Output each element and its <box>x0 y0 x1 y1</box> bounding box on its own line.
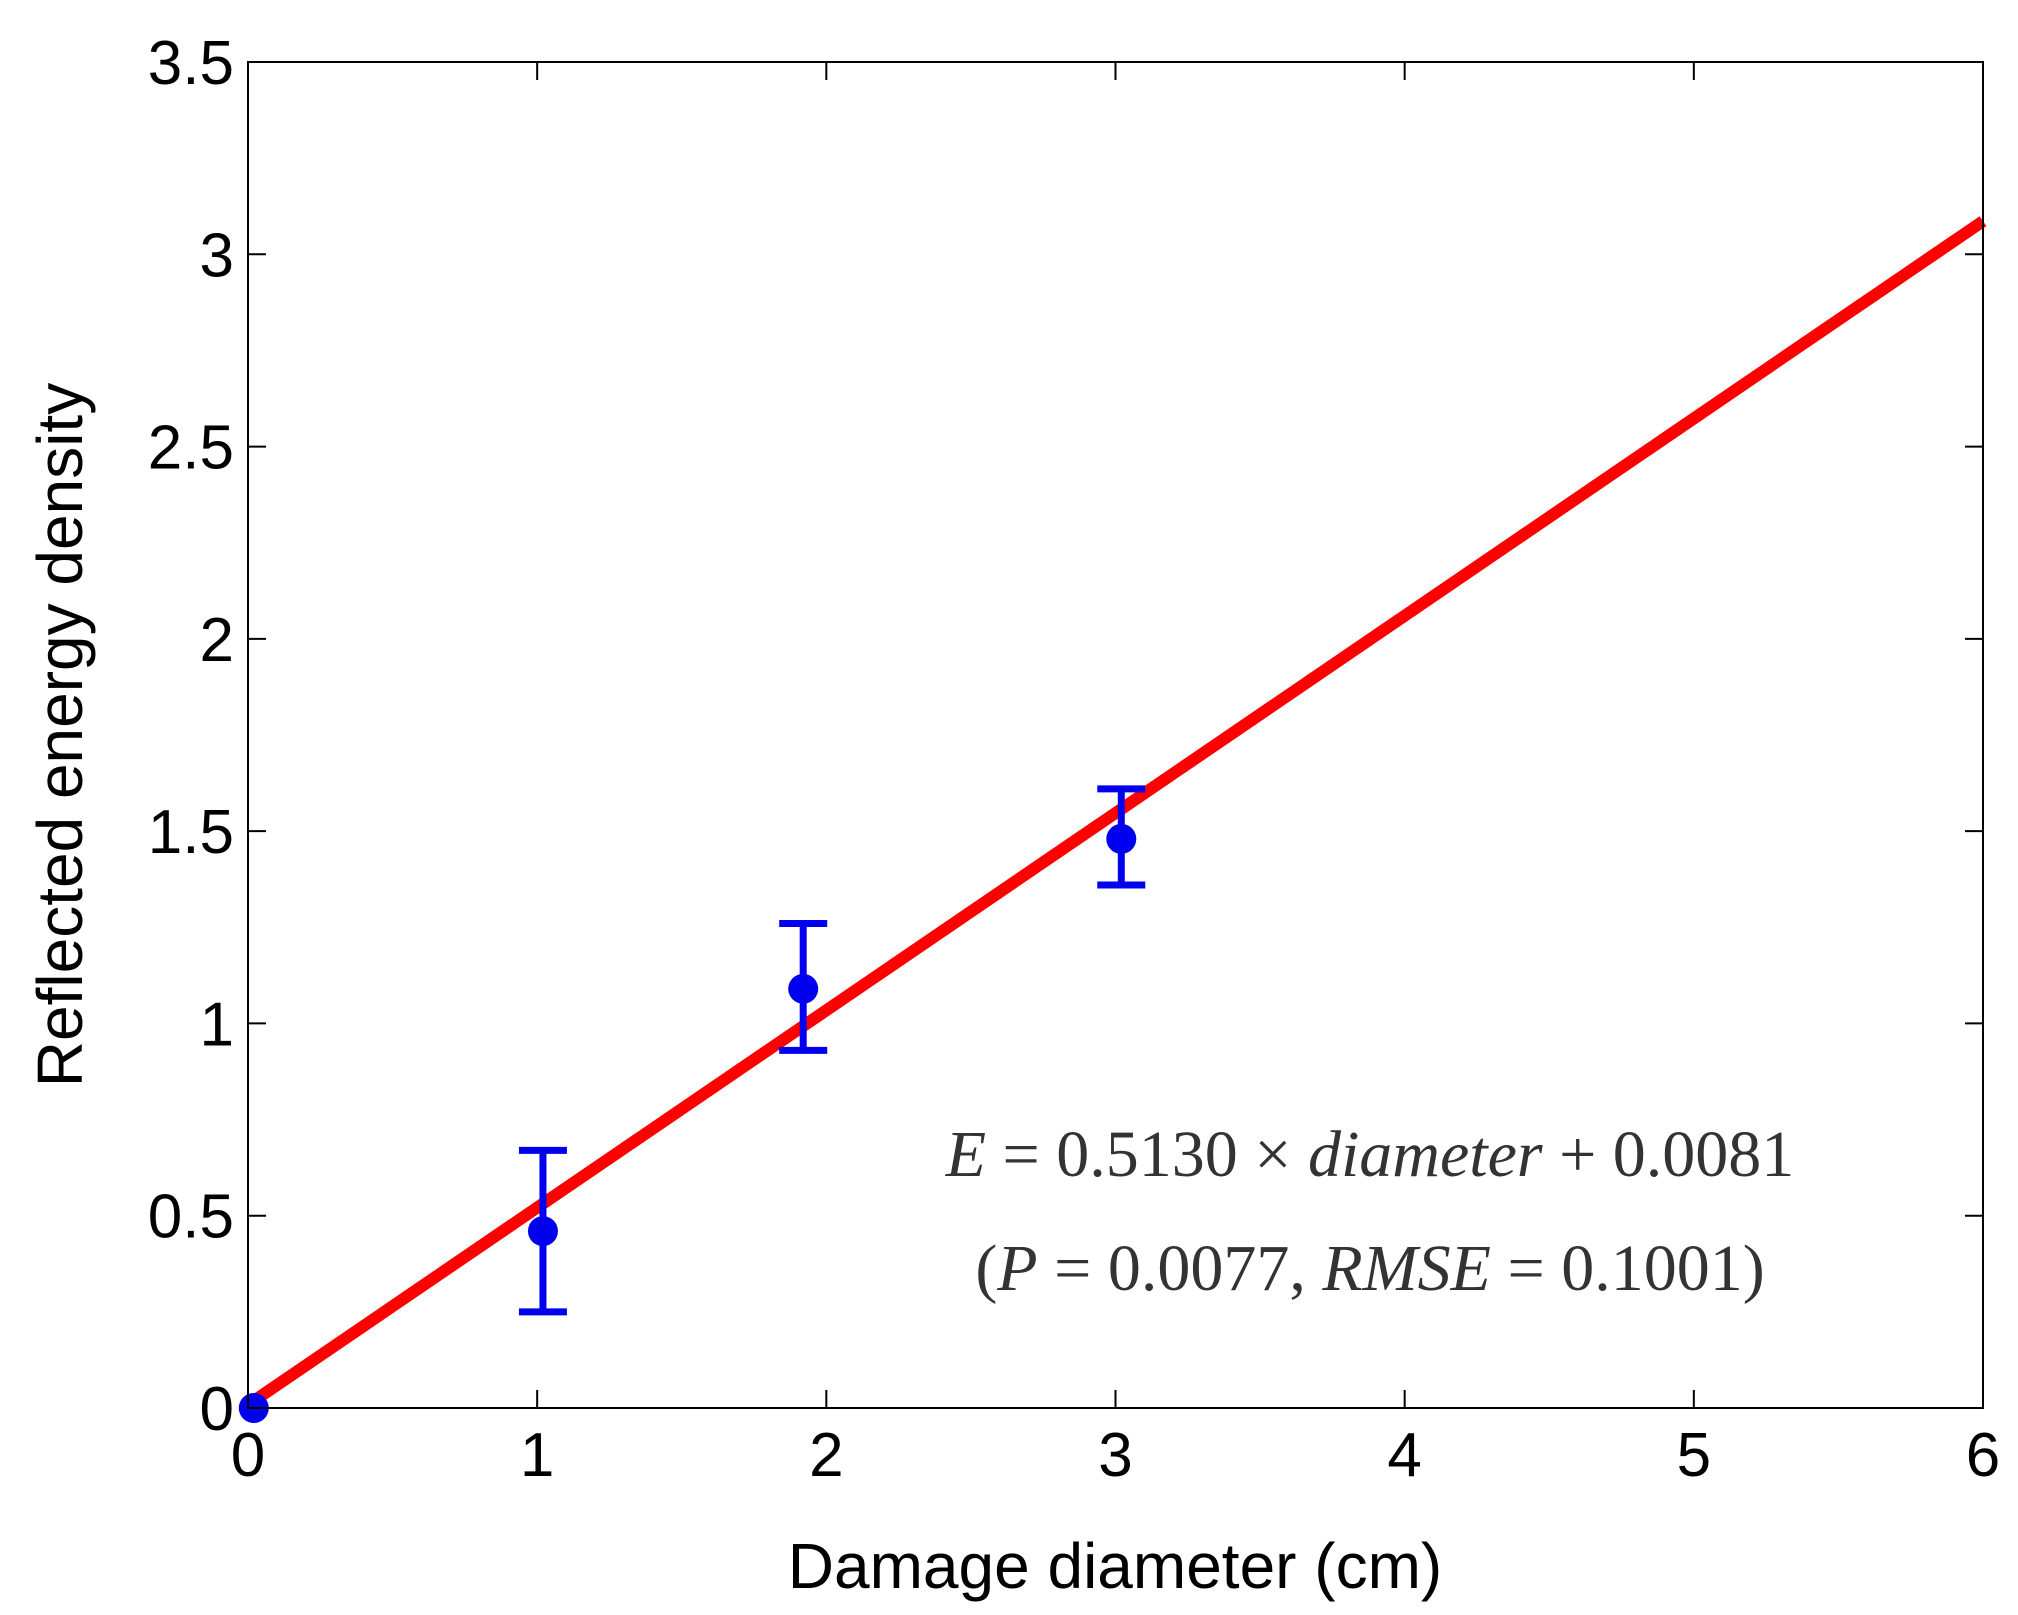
data-point <box>1106 823 1137 854</box>
x-axis-title: Damage diameter (cm) <box>788 1530 1442 1602</box>
fit-equation-annotation: E = 0.5130 × diameter + 0.0081 <box>945 1118 1795 1191</box>
y-tick-label: 0.5 <box>148 1183 234 1252</box>
fit-layer <box>244 216 1987 1410</box>
data-point <box>788 973 819 1004</box>
x-tick-label: 0 <box>231 1421 265 1490</box>
y-tick-label: 1 <box>200 990 234 1059</box>
fit-statistics-annotation: (P = 0.0077, RMSE = 0.1001) <box>975 1232 1764 1305</box>
y-tick-label: 0 <box>200 1375 234 1444</box>
y-tick-label: 2 <box>200 606 234 675</box>
y-tick-label: 3.5 <box>148 29 234 98</box>
plot-background <box>248 62 1983 1408</box>
y-tick-label: 1.5 <box>148 798 234 867</box>
x-tick-label: 6 <box>1966 1421 2000 1490</box>
plot-frame <box>247 61 1984 1409</box>
x-tick-label: 3 <box>1098 1421 1132 1490</box>
x-tick-label: 5 <box>1677 1421 1711 1490</box>
fit-line <box>244 216 1987 1410</box>
y-tick-label: 2.5 <box>148 414 234 483</box>
y-axis-title: Reflected energy density <box>24 383 96 1087</box>
data-point <box>527 1216 558 1247</box>
x-tick-label: 4 <box>1387 1421 1421 1490</box>
tick-labels: 0 1 2 3 4 5 6 0 0.5 1 1.5 2 2.5 3 3.5 <box>148 29 2000 1490</box>
x-tick-label: 1 <box>520 1421 554 1490</box>
y-tick-label: 3 <box>200 221 234 290</box>
x-tick-label: 2 <box>809 1421 843 1490</box>
points-layer <box>238 785 1146 1423</box>
